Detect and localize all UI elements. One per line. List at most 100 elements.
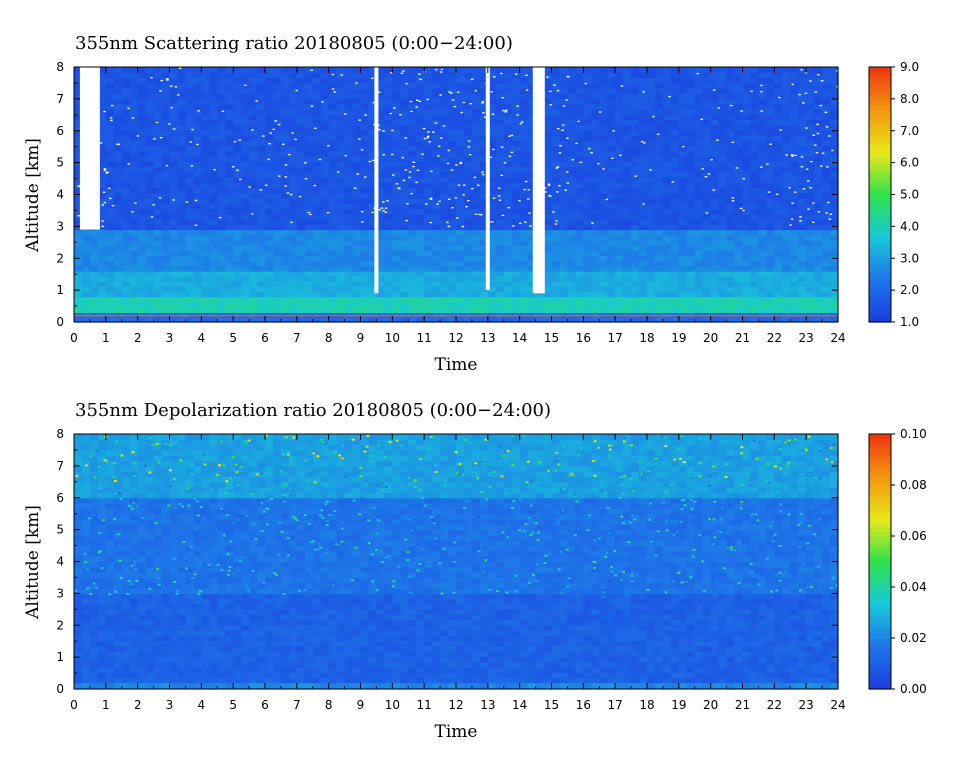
heatmap-cell [670, 156, 680, 162]
heatmap-cell [288, 88, 298, 94]
heatmap-cell [782, 296, 791, 303]
heatmap-cell [631, 301, 640, 308]
heatmap-cell [543, 307, 553, 313]
heatmap-cell [623, 182, 632, 189]
heatmap-cell [479, 145, 489, 152]
heatmap-cell [280, 296, 290, 303]
heatmap-cell [782, 119, 791, 126]
heatmap-cell [519, 198, 529, 204]
heatmap-cell [97, 88, 107, 94]
heatmap-cell [89, 229, 99, 236]
heatmap-cell [233, 219, 242, 225]
heatmap-cell [623, 171, 632, 178]
heatmap-cell [806, 171, 815, 178]
heatmap-cell [368, 301, 378, 308]
heatmap-cell [710, 276, 720, 282]
heatmap-cell [296, 213, 306, 220]
heatmap-cell [742, 145, 752, 152]
heatmap-cell [384, 192, 393, 199]
missing-data-speck [172, 199, 175, 201]
heatmap-cell [718, 213, 728, 220]
heatmap-cell [265, 260, 274, 267]
heatmap-cell [686, 260, 696, 267]
heatmap-cell [400, 296, 409, 303]
heatmap-cell [615, 192, 624, 199]
heatmap-cell [440, 224, 449, 231]
heatmap-cell [368, 67, 378, 73]
heatmap-cell [599, 171, 608, 178]
missing-data-speck [482, 173, 485, 176]
heatmap-cell [280, 129, 290, 136]
heatmap-cell [686, 245, 696, 251]
heatmap-cell [121, 103, 131, 110]
heatmap-cell [814, 103, 823, 110]
heatmap-cell [750, 213, 760, 220]
missing-data-speck [712, 89, 716, 91]
heatmap-cell [766, 260, 775, 267]
heatmap-cell [678, 224, 688, 231]
heatmap-cell [209, 140, 218, 147]
heatmap-cell [575, 276, 584, 282]
heatmap-cell [233, 229, 242, 236]
heatmap-cell [288, 208, 298, 215]
heatmap-cell [249, 135, 258, 141]
heatmap-cell [352, 140, 362, 147]
heatmap-cell [567, 156, 576, 162]
heatmap-cell [615, 245, 624, 251]
heatmap-cell [296, 166, 306, 173]
heatmap-cell [97, 281, 107, 287]
heatmap-cell [153, 265, 163, 272]
heatmap-cell [464, 114, 473, 120]
heatmap-cell [113, 291, 123, 298]
heatmap-cell [145, 213, 155, 220]
heatmap-cell [464, 213, 473, 220]
heatmap-cell [575, 187, 584, 194]
heatmap-cell [225, 124, 234, 131]
heatmap-cell [448, 198, 457, 204]
heatmap-cell [742, 208, 752, 215]
heatmap-cell [766, 281, 775, 287]
heatmap-cell [782, 213, 791, 220]
heatmap-cell [336, 182, 346, 189]
heatmap-cell [288, 286, 298, 292]
heatmap-cell [209, 301, 218, 308]
heatmap-cell [416, 317, 425, 323]
heatmap-cell [822, 260, 831, 267]
heatmap-cell [273, 119, 282, 126]
heatmap-cell [257, 317, 266, 323]
heatmap-cell [400, 307, 409, 313]
heatmap-cell [185, 161, 194, 168]
missing-data-speck [478, 213, 481, 216]
heatmap-cell [129, 291, 139, 298]
heatmap-cell [241, 150, 250, 157]
heatmap-cell [814, 291, 823, 298]
heatmap-cell [726, 109, 736, 115]
heatmap-cell [74, 119, 83, 126]
heatmap-cell [615, 156, 624, 162]
heatmap-cell [758, 265, 767, 272]
heatmap-cell [464, 88, 473, 94]
heatmap-cell [440, 114, 449, 120]
heatmap-cell [257, 224, 266, 231]
heatmap-cell [694, 171, 704, 178]
heatmap-cell [249, 150, 258, 157]
heatmap-cell [280, 145, 290, 152]
heatmap-cell [782, 224, 791, 231]
heatmap-cell [304, 124, 314, 131]
heatmap-cell [161, 88, 171, 94]
heatmap-cell [670, 245, 680, 251]
heatmap-cell [655, 296, 664, 303]
heatmap-cell [440, 296, 449, 303]
heatmap-cell [89, 296, 99, 303]
heatmap-cell [416, 265, 425, 272]
missing-data-speck [481, 171, 484, 173]
heatmap-cell [822, 140, 831, 147]
heatmap-cell [241, 140, 250, 147]
heatmap-cell [408, 103, 417, 110]
heatmap-cell [551, 166, 561, 173]
heatmap-cell [440, 67, 449, 73]
heatmap-cell [623, 203, 632, 210]
heatmap-cell [440, 177, 449, 183]
heatmap-cell [241, 307, 250, 313]
heatmap-cell [631, 109, 640, 115]
